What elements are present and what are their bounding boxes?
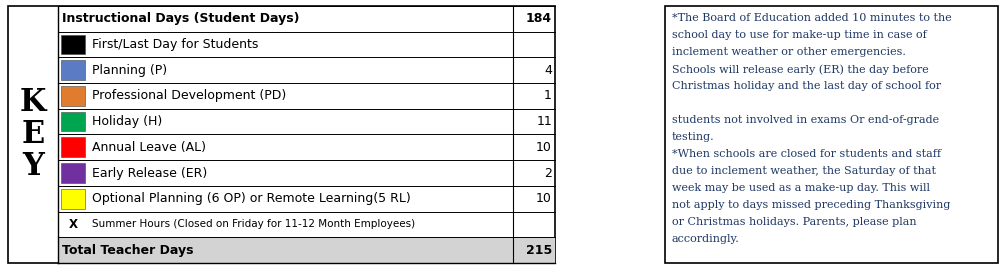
Text: accordingly.: accordingly.	[671, 234, 739, 244]
Text: *The Board of Education added 10 minutes to the: *The Board of Education added 10 minutes…	[671, 13, 951, 23]
Text: Planning (P): Planning (P)	[92, 64, 167, 77]
Text: testing.: testing.	[671, 132, 713, 142]
Text: First/Last Day for Students: First/Last Day for Students	[92, 38, 259, 51]
Bar	[58, 237, 554, 263]
Text: 215: 215	[525, 244, 551, 257]
Text: Annual Leave (AL): Annual Leave (AL)	[92, 141, 205, 154]
Bar	[61, 189, 85, 209]
Bar	[61, 112, 85, 132]
Text: or Christmas holidays. Parents, please plan: or Christmas holidays. Parents, please p…	[671, 217, 916, 228]
Text: week may be used as a make-up day. This will: week may be used as a make-up day. This …	[671, 183, 929, 193]
Text: X: X	[68, 218, 77, 231]
Text: due to inclement weather, the Saturday of that: due to inclement weather, the Saturday o…	[671, 166, 935, 176]
Text: Holiday (H): Holiday (H)	[92, 115, 162, 128]
Text: 10: 10	[536, 192, 551, 205]
Text: Instructional Days (Student Days): Instructional Days (Student Days)	[62, 12, 300, 25]
Bar	[61, 60, 85, 80]
Text: Summer Hours (Closed on Friday for 11-12 Month Employees): Summer Hours (Closed on Friday for 11-12…	[92, 219, 415, 229]
Text: Christmas holiday and the last day of school for: Christmas holiday and the last day of sc…	[671, 81, 940, 91]
Text: K
E
Y: K E Y	[20, 87, 46, 182]
Text: inclement weather or other emergencies.: inclement weather or other emergencies.	[671, 47, 905, 57]
Bar	[61, 86, 85, 106]
Text: Optional Planning (6 OP) or Remote Learning(5 RL): Optional Planning (6 OP) or Remote Learn…	[92, 192, 411, 205]
Text: not apply to days missed preceding Thanksgiving: not apply to days missed preceding Thank…	[671, 200, 950, 210]
Text: Early Release (ER): Early Release (ER)	[92, 166, 207, 180]
Text: *When schools are closed for students and staff: *When schools are closed for students an…	[671, 149, 940, 159]
Text: 4: 4	[543, 64, 551, 77]
Text: Professional Development (PD): Professional Development (PD)	[92, 90, 286, 102]
Bar	[8, 6, 554, 263]
Bar	[61, 35, 85, 54]
Bar	[61, 163, 85, 183]
Text: students not involved in exams Or end-of-grade: students not involved in exams Or end-of…	[671, 115, 938, 125]
Bar	[664, 6, 997, 263]
Text: 2: 2	[543, 166, 551, 180]
Text: 11: 11	[536, 115, 551, 128]
Text: 184: 184	[525, 12, 551, 25]
Text: 1: 1	[543, 90, 551, 102]
Text: 10: 10	[536, 141, 551, 154]
Text: school day to use for make-up time in case of: school day to use for make-up time in ca…	[671, 30, 926, 40]
Bar	[61, 137, 85, 157]
Text: Schools will release early (ER) the day before: Schools will release early (ER) the day …	[671, 64, 928, 75]
Text: Total Teacher Days: Total Teacher Days	[62, 244, 193, 257]
